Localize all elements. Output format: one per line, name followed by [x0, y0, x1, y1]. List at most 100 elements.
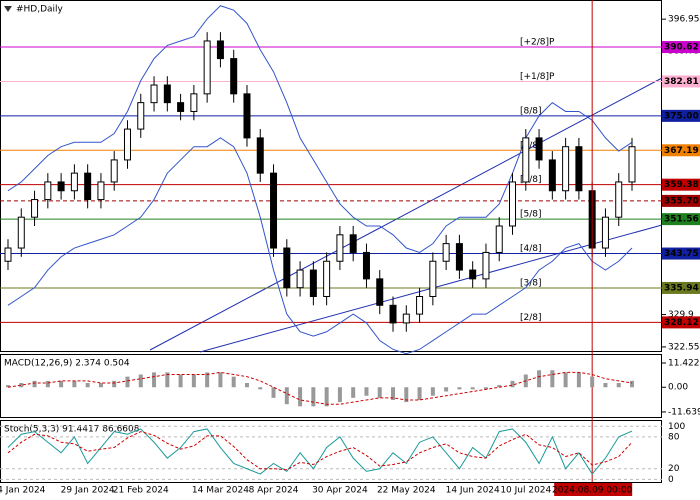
candle-body: [57, 181, 65, 192]
cursor-label: 2024.08.09 00:00: [552, 486, 633, 496]
macd-bar: [191, 374, 196, 388]
x-tick-label: 14 Mar 2024: [192, 486, 249, 496]
level-label-box: [662, 247, 700, 260]
level-label-box: [662, 144, 700, 157]
candle-body: [522, 137, 530, 183]
level-label: 328.12: [664, 318, 699, 328]
macd-bar: [218, 372, 223, 388]
level-tag: [+1/8]P: [520, 72, 555, 82]
macd-bar: [470, 387, 475, 390]
candle-body: [535, 137, 543, 161]
candle-body: [283, 247, 291, 289]
macd-bar: [444, 387, 449, 392]
candle-body: [177, 102, 185, 112]
level-tag: [4/8]: [520, 244, 542, 254]
level-tag: [6/8]: [520, 175, 542, 185]
y-tick-label: 0.00: [668, 383, 688, 393]
macd-bar: [32, 380, 37, 388]
macd-bar: [72, 380, 77, 388]
candle-body: [349, 234, 357, 253]
candle-body: [309, 269, 317, 297]
macd-bar: [497, 385, 502, 388]
level-label: 359.38: [664, 180, 699, 190]
level-label: 343.75: [664, 249, 699, 259]
macd-bar: [59, 380, 64, 388]
macd-bar: [550, 370, 555, 388]
candle-body: [429, 260, 437, 297]
candle-body: [70, 172, 78, 192]
candle-body: [336, 234, 344, 262]
macd-bar: [537, 370, 542, 388]
candle-body: [84, 172, 92, 201]
x-tick-label: 14 Jun 2024: [446, 486, 500, 496]
macd-bar: [576, 372, 581, 388]
bollinger-band: [7, 137, 633, 355]
macd-bar: [430, 387, 435, 396]
candle-body: [548, 159, 556, 192]
level-tag: [7/8]: [520, 141, 542, 151]
macd-bar: [6, 385, 10, 388]
candle-body: [190, 93, 198, 112]
x-tick-label: 8 Apr 2024: [249, 486, 299, 496]
x-tick-label: 4 Jan 2024: [0, 486, 46, 496]
macd-bar: [391, 387, 396, 400]
macd-bar: [603, 383, 608, 388]
macd-bar: [377, 387, 382, 398]
x-tick-label: 30 Apr 2024: [312, 486, 368, 496]
candle-body: [469, 269, 477, 280]
level-label: 375.00: [664, 111, 699, 121]
level-label: 390.62: [664, 43, 699, 53]
macd-bar: [85, 383, 90, 388]
stoch-line: [7, 428, 633, 475]
macd-pane: [0, 354, 662, 418]
level-label-box: [662, 194, 700, 207]
candle-body: [323, 260, 331, 297]
x-tick-label: 21 Feb 2024: [113, 486, 169, 496]
macd-bar: [563, 372, 568, 388]
symbol-title: #HD,Daily: [16, 5, 64, 15]
level-label-box: [662, 41, 700, 54]
candle-body: [270, 172, 278, 249]
macd-bar: [404, 387, 409, 403]
candle-body: [44, 181, 52, 201]
candle-body: [4, 247, 12, 262]
macd-bar: [138, 374, 143, 388]
y-tick-label: 322.55: [668, 342, 700, 352]
candle-body: [601, 216, 609, 249]
y-tick-label: 80: [668, 432, 680, 442]
level-label: 351.56: [664, 215, 699, 225]
main-pane: [0, 0, 662, 352]
level-label: 335.94: [664, 283, 699, 293]
macd-bar: [351, 387, 356, 398]
macd-bar: [364, 387, 369, 396]
level-label-box: [662, 316, 700, 329]
macd-bar: [125, 376, 130, 388]
candle-body: [97, 181, 105, 201]
level-tag: [8/8]: [520, 106, 542, 116]
macd-bar: [98, 383, 103, 388]
level-tag: [+2/8]P: [520, 38, 555, 48]
macd-bar: [298, 387, 303, 407]
level-label: 382.81: [664, 77, 699, 87]
candle-body: [416, 295, 424, 315]
macd-bar: [284, 387, 289, 405]
candle-body: [17, 216, 25, 249]
stoch-pane: [0, 420, 662, 483]
y-tick-label: 329.9: [668, 310, 694, 320]
candle-body: [389, 304, 397, 324]
y-tick-label: -11.639: [668, 407, 700, 417]
y-tick-label: 11.422: [668, 359, 700, 369]
bollinger-band: [7, 5, 633, 253]
candle-body: [150, 84, 158, 104]
candle-body: [615, 181, 623, 218]
macd-bar: [19, 383, 24, 388]
symbol-icon: [4, 6, 12, 12]
candle-body: [509, 181, 517, 227]
candle-body: [123, 128, 131, 161]
stoch-line: [7, 431, 633, 471]
macd-bar: [45, 380, 50, 388]
macd-bar: [616, 383, 621, 388]
macd-bar: [590, 376, 595, 388]
macd-bar: [258, 387, 263, 390]
macd-bar: [324, 387, 329, 407]
